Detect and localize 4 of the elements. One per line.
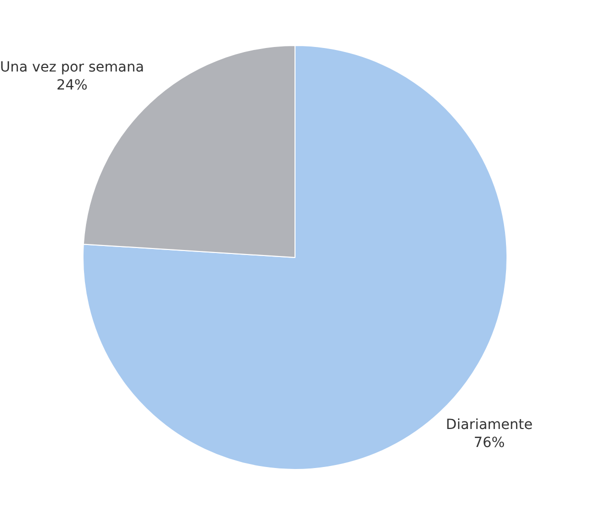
data-label: 76% [474,434,505,451]
data-label: 24% [56,77,88,94]
slice-label: Una vez por semana [0,59,144,76]
slice-label: Diariamente [446,416,533,433]
